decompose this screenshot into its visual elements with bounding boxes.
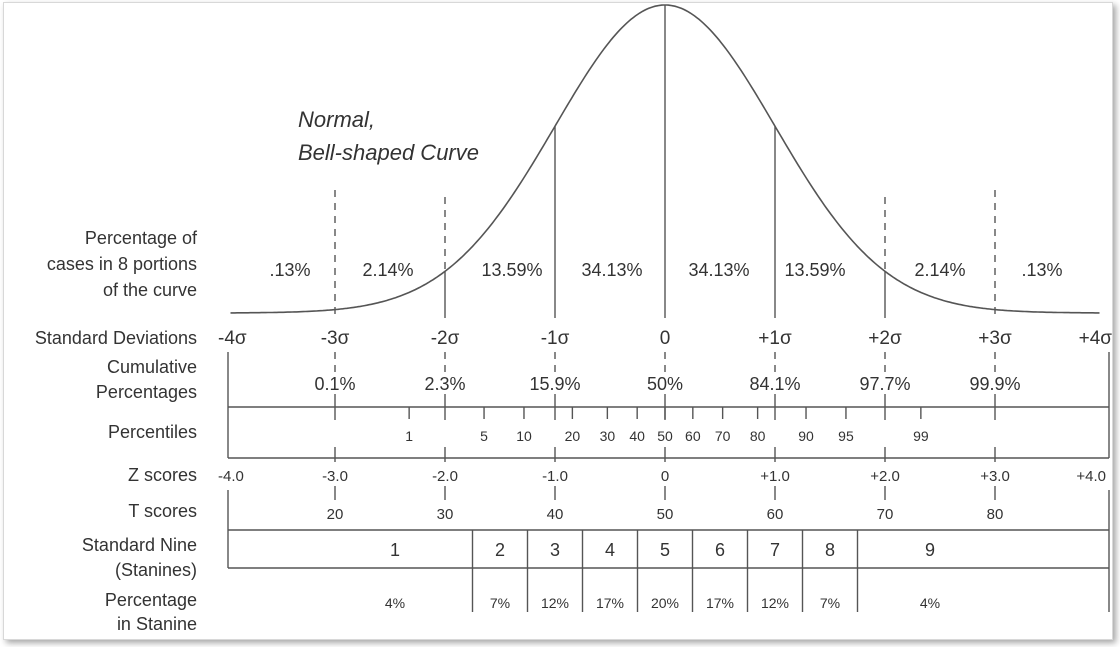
row-label-sd: Standard Deviations <box>35 328 197 348</box>
row-label-stanine_pct: Percentage <box>105 590 197 610</box>
cumulative-percentage-labels: 0.1% 2.3% 15.9% 50% 84.1% 97.7% 99.9% <box>314 374 1020 394</box>
t-score-label: 20 <box>327 506 344 523</box>
stanine-label: 7 <box>770 540 780 560</box>
t-score-label: 50 <box>657 506 674 523</box>
row-label-stanine_pct: in Stanine <box>117 614 197 634</box>
z-score-labels: -4.0 -3.0 -2.0 -1.0 0 +1.0 +2.0 +3.0 +4.0 <box>218 468 1106 485</box>
cumulative-percent-label: 0.1% <box>314 374 355 394</box>
cumulative-percent-label: 15.9% <box>529 374 580 394</box>
percentile-label: 5 <box>480 428 488 444</box>
stanine-label: 6 <box>715 540 725 560</box>
t-score-labels: 20 30 40 50 60 70 80 <box>327 506 1004 523</box>
row-label-stanines: (Stanines) <box>115 560 197 580</box>
z-score-label: -4.0 <box>218 468 244 485</box>
percentile-label: 90 <box>798 428 814 444</box>
row-label-stanines: Standard Nine <box>82 535 197 555</box>
row-label-percentiles: Percentiles <box>108 422 197 442</box>
sd-label: 0 <box>660 328 671 349</box>
stanine-label: 8 <box>825 540 835 560</box>
stanine-percent-label: 4% <box>920 595 940 611</box>
sd-label: -4σ <box>218 328 247 349</box>
sd-label: +3σ <box>978 328 1012 349</box>
percentile-label: 1 <box>405 428 413 444</box>
structure-lines <box>227 5 1110 612</box>
z-score-label: -3.0 <box>322 468 348 485</box>
percentile-label: 10 <box>516 428 532 444</box>
curve-title-line2: Bell-shaped Curve <box>298 140 479 165</box>
sd-label: +4σ <box>1079 328 1113 349</box>
percentile-label: 30 <box>600 428 616 444</box>
percentile-label: 80 <box>750 428 766 444</box>
stanine-percent-label: 7% <box>490 595 510 611</box>
t-score-label: 70 <box>877 506 894 523</box>
z-score-label: +3.0 <box>980 468 1010 485</box>
portion-percent-label: 13.59% <box>481 260 542 280</box>
percentile-label: 70 <box>715 428 731 444</box>
stanine-label: 2 <box>495 540 505 560</box>
portion-percent-label: .13% <box>1021 260 1062 280</box>
portion-percent-label: 13.59% <box>784 260 845 280</box>
z-score-label: +1.0 <box>760 468 790 485</box>
percentile-label: 95 <box>838 428 854 444</box>
t-score-label: 30 <box>437 506 454 523</box>
percentile-label: 60 <box>685 428 701 444</box>
stanine-label: 4 <box>605 540 615 560</box>
percentile-label: 40 <box>629 428 645 444</box>
portion-percent-label: .13% <box>269 260 310 280</box>
row-label-cumulative: Cumulative <box>107 357 197 377</box>
row-label-portions: cases in 8 portions <box>47 254 197 274</box>
percentile-label: 50 <box>657 428 673 444</box>
cumulative-percent-label: 99.9% <box>969 374 1020 394</box>
stanine-percent-label: 20% <box>651 595 679 611</box>
stanine-label: 9 <box>925 540 935 560</box>
cumulative-percent-label: 97.7% <box>859 374 910 394</box>
stanine-percent-label: 4% <box>385 595 405 611</box>
row-label-portions: of the curve <box>103 280 197 300</box>
stanine-percent-label: 17% <box>596 595 624 611</box>
sd-label: -3σ <box>321 328 350 349</box>
portion-percent-label: 2.14% <box>914 260 965 280</box>
z-score-label: -1.0 <box>542 468 568 485</box>
portion-percent-label: 34.13% <box>688 260 749 280</box>
stanine-label: 3 <box>550 540 560 560</box>
t-score-label: 40 <box>547 506 564 523</box>
sd-label: -1σ <box>541 328 570 349</box>
stanine-percent-label: 12% <box>761 595 789 611</box>
row-label-portions: Percentage of <box>85 228 198 248</box>
stanine-percent-label: 7% <box>820 595 840 611</box>
portion-percent-label: 34.13% <box>581 260 642 280</box>
diagram-frame <box>3 2 1113 640</box>
row-label-cumulative: Percentages <box>96 382 197 402</box>
row-labels: Percentage of cases in 8 portions of the c… <box>35 228 198 634</box>
percentile-labels: 1 5 10 20 30 40 50 60 70 80 90 95 99 <box>405 428 929 444</box>
percentile-label: 20 <box>565 428 581 444</box>
curve-title-line1: Normal, <box>298 107 375 132</box>
cumulative-percent-label: 50% <box>647 374 683 394</box>
row-label-t: T scores <box>128 501 197 521</box>
cumulative-percent-label: 2.3% <box>424 374 465 394</box>
portion-percent-label: 2.14% <box>362 260 413 280</box>
sd-label: +1σ <box>758 328 792 349</box>
stanine-label: 5 <box>660 540 670 560</box>
standard-deviation-labels: -4σ -3σ -2σ -1σ 0 +1σ +2σ +3σ +4σ <box>218 328 1112 349</box>
portion-percentages: .13% 2.14% 13.59% 34.13% 34.13% 13.59% 2.14% .1… <box>269 260 1062 280</box>
z-score-label: +2.0 <box>870 468 900 485</box>
cumulative-percent-label: 84.1% <box>749 374 800 394</box>
z-score-label: 0 <box>661 468 669 485</box>
stanine-percent-label: 12% <box>541 595 569 611</box>
row-label-z: Z scores <box>128 465 197 485</box>
stanine-percent-label: 17% <box>706 595 734 611</box>
bell-curve <box>230 4 1100 314</box>
z-score-label: +4.0 <box>1076 468 1106 485</box>
sd-label: -2σ <box>431 328 460 349</box>
t-score-label: 80 <box>987 506 1004 523</box>
percentile-label: 99 <box>913 428 929 444</box>
stanine-label: 1 <box>390 540 400 560</box>
z-score-label: -2.0 <box>432 468 458 485</box>
t-score-label: 60 <box>767 506 784 523</box>
stanine-labels: 1 4% 2 7% 3 12% 4 17% 5 20% 6 17% 7 12% 8 7% 9 4% <box>385 540 940 611</box>
sd-label: +2σ <box>868 328 902 349</box>
